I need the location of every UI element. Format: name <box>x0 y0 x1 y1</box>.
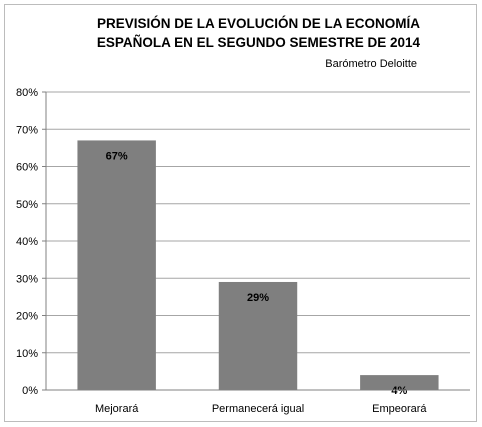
x-axis-categories: Mejorará Permanecerá igual Empeorará <box>95 403 427 415</box>
chart-title-line-1: PREVISIÓN DE LA EVOLUCIÓN DE LA ECONOMÍA <box>96 16 420 31</box>
chart-subtitle: Barómetro Deloitte <box>325 58 417 70</box>
bar <box>218 281 298 390</box>
y-tick-label: 70% <box>16 124 38 136</box>
y-tick-label: 40% <box>16 236 38 248</box>
data-label: 4% <box>391 385 407 397</box>
bar <box>360 375 439 390</box>
data-label: 29% <box>247 292 269 304</box>
y-tick-label: 80% <box>16 87 38 99</box>
y-tick-label: 50% <box>16 199 38 211</box>
y-tick-label: 0% <box>22 385 38 397</box>
category-label: Empeorará <box>372 403 427 415</box>
y-axis-ticks: 0% 10% 20% 30% 40% 50% 60% 70% 80% <box>16 87 46 397</box>
chart-title-line-2: ESPAÑOLA EN EL SEGUNDO SEMESTRE DE 2014 <box>96 35 420 50</box>
data-labels: 67% 29% 4% <box>106 150 408 397</box>
y-tick-label: 30% <box>16 273 38 285</box>
y-tick-label: 20% <box>16 311 38 323</box>
category-label: Mejorará <box>95 403 139 415</box>
category-label: Permanecerá igual <box>212 403 304 415</box>
bars <box>77 140 439 390</box>
chart-title: PREVISIÓN DE LA EVOLUCIÓN DE LA ECONOMÍA… <box>65 14 420 52</box>
y-tick-label: 10% <box>16 348 38 360</box>
data-label: 67% <box>106 150 128 162</box>
bar <box>77 140 156 390</box>
y-tick-label: 60% <box>16 162 38 174</box>
